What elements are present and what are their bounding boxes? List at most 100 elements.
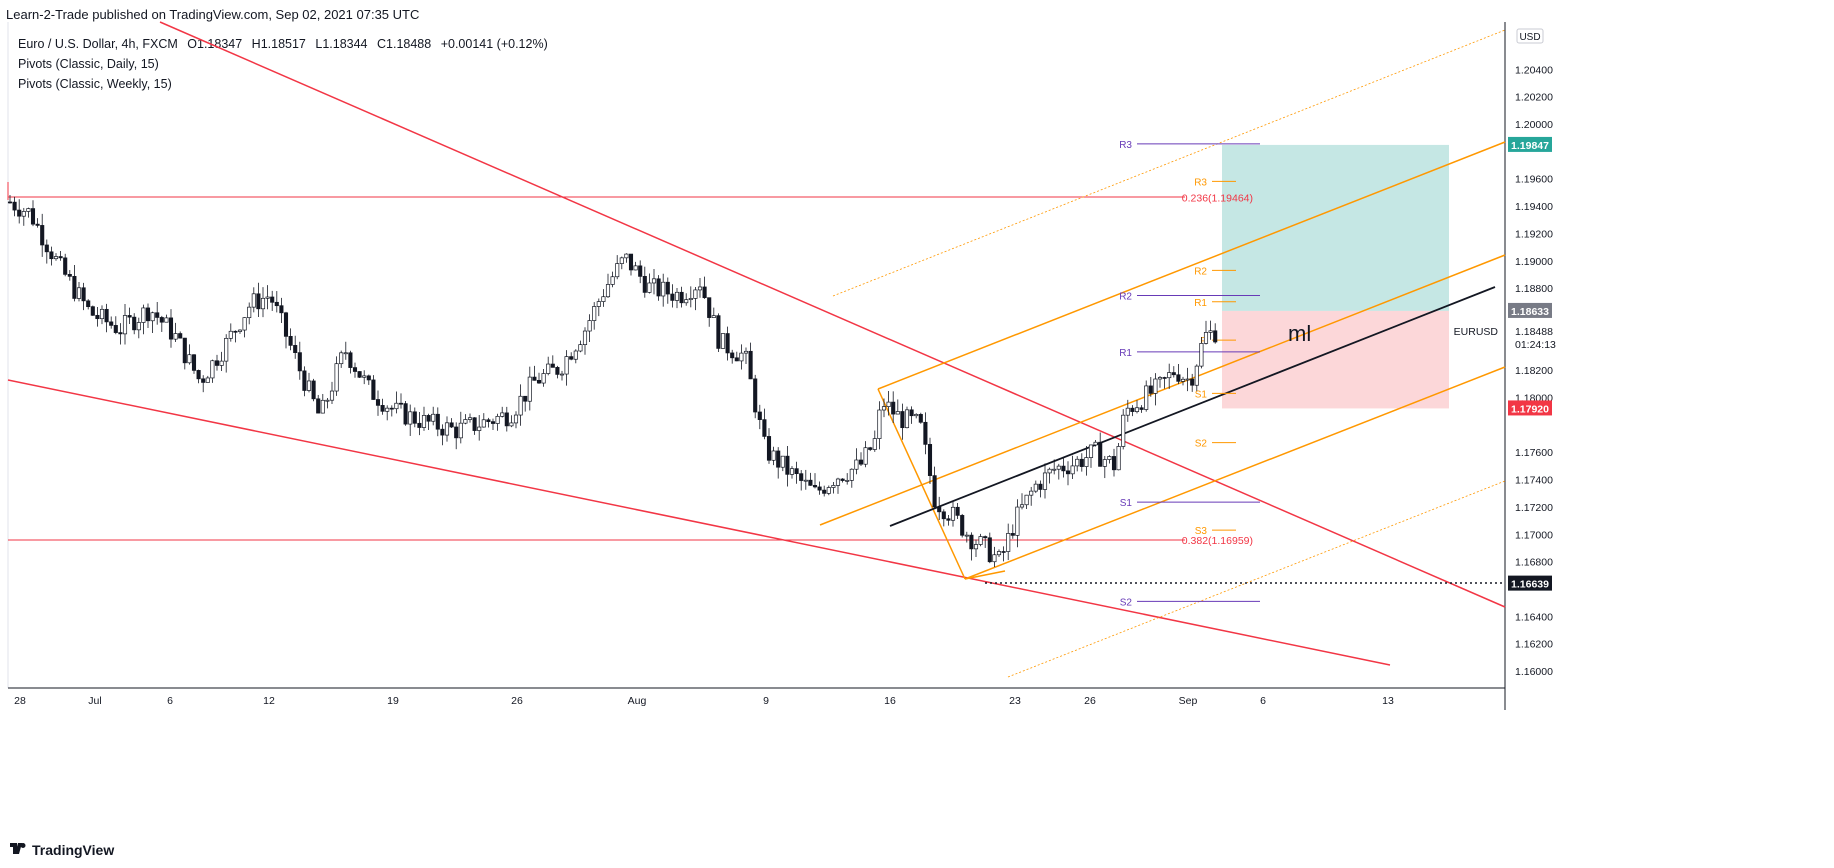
candle-body [518, 395, 523, 416]
price-tick-label: 1.16400 [1515, 611, 1553, 623]
candle-body [1029, 490, 1034, 496]
candle-body [1153, 378, 1158, 394]
candle-body [1042, 472, 1048, 490]
axis-price-tag [1508, 575, 1552, 591]
candle-body [877, 409, 882, 439]
candle-body [831, 485, 836, 488]
axis-price-tag-text: 1.17920 [1511, 403, 1549, 415]
candle-body [1121, 414, 1126, 447]
candle-body [444, 422, 450, 436]
candle-body [76, 287, 82, 299]
time-tick-label: 26 [1084, 695, 1096, 707]
candle-body [808, 479, 813, 486]
candle-body [449, 422, 454, 428]
candle-body [730, 352, 735, 359]
indicator-pivots-daily[interactable]: Pivots (Classic, Daily, 15) [18, 57, 159, 71]
candle-body [1088, 444, 1094, 458]
time-tick-label: 28 [14, 695, 26, 707]
indicator-pivots-weekly[interactable]: Pivots (Classic, Weekly, 15) [18, 77, 172, 91]
candle-body [992, 554, 997, 563]
candle-body [891, 401, 896, 415]
candle-body [440, 428, 445, 436]
symbol-label: Euro / U.S. Dollar, 4h, FXCM [18, 37, 178, 51]
median-line-label: ml [1288, 321, 1311, 346]
candle-body [394, 402, 399, 410]
candle-body [49, 251, 54, 260]
candle-body [697, 286, 703, 291]
candle-body [1033, 483, 1038, 492]
candle-body [228, 330, 233, 339]
candle-body [536, 379, 542, 384]
candle-body [569, 356, 574, 360]
candle-body [651, 278, 657, 284]
candle-body [306, 380, 312, 391]
candle-body [1093, 441, 1098, 446]
tradingview-logo[interactable]: TradingView [10, 841, 114, 858]
candle-body [978, 536, 983, 545]
stop-zone [1222, 310, 1449, 409]
candle-body [845, 479, 850, 482]
axis-price-tag-text: 1.16639 [1511, 579, 1549, 591]
ohlc-high: H1.18517 [251, 37, 306, 51]
candle-body [927, 444, 933, 476]
price-labels: 1.19847 1.18633 1.17920 1.16639 EURUSD 1.1848… [1454, 136, 1556, 591]
currency-badge [1516, 28, 1544, 44]
candle-body [950, 506, 956, 521]
candle-body [1038, 483, 1043, 490]
candle-body [1065, 470, 1071, 475]
candle-body [762, 419, 767, 437]
falling-wedge-upper-line [159, 21, 1506, 608]
candle-body [559, 373, 565, 376]
candle-body [633, 265, 638, 271]
candle-body [1056, 465, 1061, 470]
candle-body [1199, 343, 1204, 367]
axis-price-tag-text: 1.18633 [1511, 306, 1549, 318]
candle-body [886, 401, 891, 407]
candle-body [500, 412, 505, 417]
candle-body [573, 350, 578, 360]
candle-body [550, 363, 555, 368]
candle-body [817, 486, 822, 491]
candle-body [840, 478, 845, 481]
candle-body [435, 413, 440, 430]
candle-body [1167, 372, 1172, 379]
axis-price-tag [1508, 136, 1552, 152]
price-tick-label: 1.19200 [1515, 228, 1553, 240]
candle-body [854, 459, 859, 470]
price-tick-label: 1.16200 [1515, 639, 1553, 651]
price-tick-label: 1.17600 [1515, 447, 1553, 459]
price-tick-label: 1.19600 [1515, 174, 1553, 186]
candle-body [1171, 372, 1176, 376]
candle-body [260, 297, 266, 310]
candle-body [21, 211, 26, 217]
candle-body [12, 201, 17, 211]
candle-body [477, 426, 482, 431]
candle-body [417, 422, 422, 428]
price-tick-label: 1.20000 [1515, 119, 1553, 131]
candle-body [923, 421, 928, 445]
candle-body [1144, 385, 1149, 410]
candle-body [265, 296, 270, 299]
candle-body [421, 415, 427, 428]
candle-body [320, 399, 325, 414]
candle-body [799, 473, 804, 481]
candle-body [914, 414, 919, 417]
candle-body [155, 312, 160, 318]
symbol-ohlc-row[interactable]: Euro / U.S. Dollar, 4h, FXCM O1.18347 H1… [18, 34, 554, 54]
candle-body [610, 276, 615, 285]
price-tick-label: 1.16800 [1515, 557, 1553, 569]
candle-body [739, 352, 744, 362]
candle-body [44, 244, 49, 253]
candle-body [302, 370, 307, 391]
candle-body [748, 350, 753, 380]
candle-body [1019, 504, 1025, 508]
candle-body [1213, 330, 1218, 343]
candle-body [900, 411, 905, 429]
candle-body [1190, 378, 1195, 386]
candle-body [454, 426, 459, 439]
candle-body [467, 417, 473, 420]
price-tick-label: 1.19000 [1515, 256, 1553, 268]
candle-body [895, 411, 900, 415]
candle-body [159, 317, 164, 323]
